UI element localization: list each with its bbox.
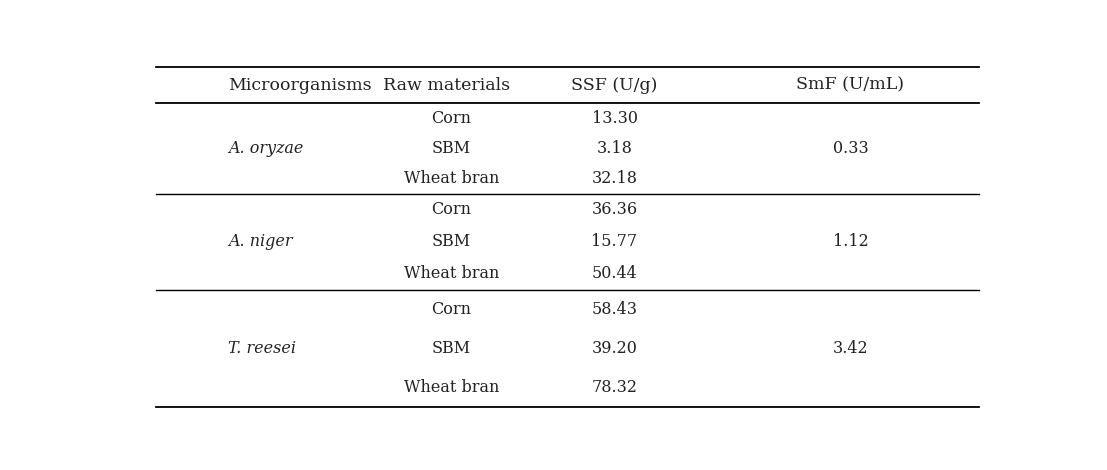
- Text: T. reesei: T. reesei: [228, 340, 297, 357]
- Text: SBM: SBM: [432, 340, 472, 357]
- Text: Microorganisms: Microorganisms: [228, 77, 372, 94]
- Text: 32.18: 32.18: [591, 170, 638, 188]
- Text: 3.42: 3.42: [832, 340, 868, 357]
- Text: SSF (U/g): SSF (U/g): [571, 77, 658, 94]
- Text: 3.18: 3.18: [597, 140, 632, 157]
- Text: 50.44: 50.44: [591, 266, 638, 282]
- Text: Corn: Corn: [432, 110, 472, 127]
- Text: Wheat bran: Wheat bran: [404, 170, 499, 188]
- Text: Raw materials: Raw materials: [383, 77, 510, 94]
- Text: Corn: Corn: [432, 202, 472, 219]
- Text: 78.32: 78.32: [591, 379, 638, 396]
- Text: SBM: SBM: [432, 140, 472, 157]
- Text: 39.20: 39.20: [591, 340, 638, 357]
- Text: 13.30: 13.30: [591, 110, 638, 127]
- Text: Wheat bran: Wheat bran: [404, 379, 499, 396]
- Text: A. niger: A. niger: [228, 234, 293, 251]
- Text: 1.12: 1.12: [832, 234, 868, 251]
- Text: 58.43: 58.43: [591, 301, 638, 318]
- Text: 0.33: 0.33: [832, 140, 868, 157]
- Text: Corn: Corn: [432, 301, 472, 318]
- Text: SmF (U/mL): SmF (U/mL): [796, 77, 904, 94]
- Text: Wheat bran: Wheat bran: [404, 266, 499, 282]
- Text: 15.77: 15.77: [591, 234, 638, 251]
- Text: SBM: SBM: [432, 234, 472, 251]
- Text: A. oryzae: A. oryzae: [228, 140, 303, 157]
- Text: 36.36: 36.36: [591, 202, 638, 219]
